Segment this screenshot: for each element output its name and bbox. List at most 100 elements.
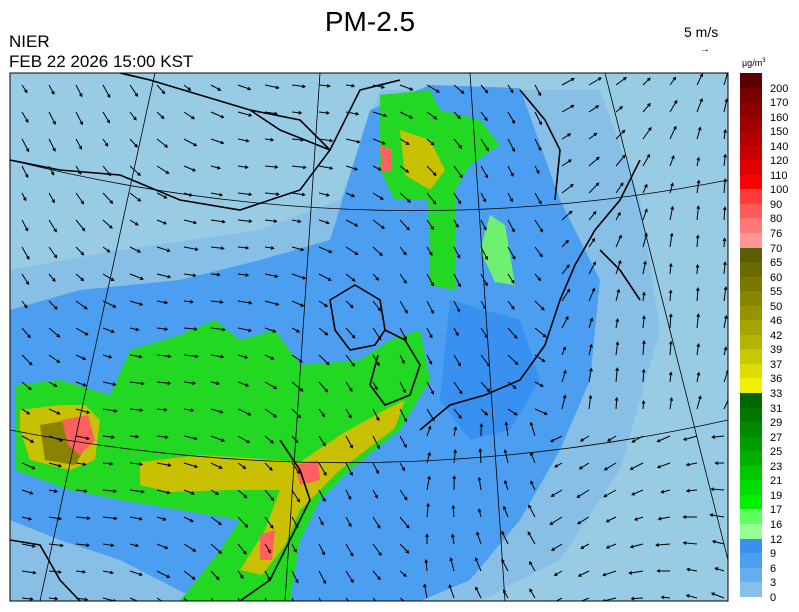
wind-arrow-icon	[479, 423, 484, 437]
wind-arrow-icon	[561, 369, 567, 383]
wind-arrow-icon	[507, 138, 516, 153]
wind-arrow-icon	[291, 489, 301, 503]
wind-arrow-icon	[291, 273, 307, 280]
wind-arrow-icon	[48, 381, 58, 387]
legend-swatch: 25	[740, 436, 782, 458]
wind-arrow-icon	[291, 219, 302, 224]
wind-arrow-icon	[129, 219, 139, 226]
wind-arrow-icon	[501, 558, 509, 572]
wind-arrow-icon	[615, 318, 620, 329]
wind-arrow-icon	[722, 206, 727, 221]
wind-arrow-icon	[399, 327, 407, 341]
wind-arrow-icon	[156, 84, 166, 95]
legend-swatch: 120	[740, 145, 788, 167]
wind-arrow-icon	[507, 192, 513, 203]
wind-arrow-icon	[603, 462, 617, 471]
wind-arrow-icon	[183, 381, 197, 386]
wind-arrow-icon	[237, 489, 248, 499]
wind-arrow-icon	[631, 489, 644, 496]
wind-arrow-icon	[102, 543, 115, 548]
wind-arrow-icon	[399, 516, 410, 529]
wind-arrow-icon	[561, 346, 567, 356]
wind-arrow-icon	[129, 192, 142, 202]
wind-arrow-icon	[668, 262, 673, 275]
wind-arrow-icon	[129, 327, 140, 332]
wind-arrow-icon	[453, 138, 463, 149]
wind-arrow-icon	[183, 111, 195, 120]
wind-arrow-icon	[318, 165, 334, 170]
wind-arrow-icon	[695, 287, 700, 302]
wind-arrow-icon	[641, 368, 646, 383]
wind-arrow-icon	[641, 399, 646, 410]
wind-arrow-icon	[237, 462, 247, 469]
concentration-red-area	[295, 460, 320, 485]
wind-arrow-icon	[318, 381, 329, 393]
wind-arrow-icon	[48, 273, 56, 282]
wind-arrow-icon	[345, 381, 353, 392]
legend-label: 150	[770, 126, 789, 139]
wind-arrow-icon	[264, 192, 280, 197]
wind-arrow-icon	[426, 327, 433, 339]
wind-arrow-icon	[657, 516, 671, 521]
wind-arrow-icon	[615, 77, 627, 86]
wind-arrow-icon	[660, 489, 671, 494]
wind-arrow-icon	[686, 567, 698, 572]
wind-arrow-icon	[588, 156, 600, 167]
wind-arrow-icon	[21, 408, 31, 415]
wind-arrow-icon	[723, 178, 727, 194]
wind-arrow-icon	[507, 165, 514, 177]
wind-arrow-icon	[588, 77, 602, 86]
wind-arrow-icon	[210, 111, 225, 119]
wind-arrow-icon	[318, 138, 334, 143]
wind-arrow-icon	[129, 489, 145, 494]
legend-label: 16	[770, 518, 783, 531]
legend-swatch: 0	[740, 582, 776, 604]
wind-arrow-icon	[264, 354, 275, 360]
wind-arrow-icon	[453, 449, 458, 464]
wind-arrow-icon	[21, 327, 31, 339]
wind-arrow-icon	[102, 354, 113, 359]
wind-arrow-icon	[237, 327, 253, 333]
wind-arrow-icon	[318, 408, 326, 418]
wind-arrow-icon	[237, 570, 244, 579]
wind-arrow-icon	[696, 179, 701, 194]
legend-swatch: 37	[740, 349, 782, 371]
wind-arrow-icon	[399, 300, 408, 314]
wind-arrow-icon	[264, 570, 271, 582]
wind-arrow-icon	[291, 354, 303, 363]
wind-arrow-icon	[264, 300, 280, 306]
legend-label: 55	[770, 286, 783, 299]
wind-arrow-icon	[264, 327, 277, 333]
wind-arrow-icon	[615, 106, 624, 113]
wind-arrow-icon	[630, 596, 644, 601]
wind-arrow-icon	[156, 192, 168, 199]
wind-arrow-icon	[318, 110, 330, 115]
legend-swatch: 23	[740, 451, 782, 473]
wind-arrow-icon	[561, 159, 572, 167]
wind-arrow-icon	[628, 570, 644, 575]
chart-title: PM-2.5	[324, 6, 416, 37]
wind-arrow-icon	[561, 133, 572, 140]
wind-arrow-icon	[372, 570, 381, 581]
legend-swatch: 31	[740, 393, 782, 415]
wind-arrow-icon	[129, 300, 144, 306]
wind-arrow-icon	[291, 462, 301, 475]
wind-arrow-icon	[210, 516, 222, 526]
wind-arrow-icon	[156, 407, 168, 412]
wind-arrow-icon	[549, 516, 563, 525]
wind-arrow-icon	[372, 111, 388, 118]
wind-arrow-icon	[507, 246, 516, 260]
wind-arrow-icon	[477, 476, 482, 491]
legend-label: 17	[770, 504, 783, 517]
wind-arrow-icon	[372, 84, 386, 89]
wind-arrow-icon	[345, 489, 352, 500]
wind-arrow-icon	[561, 104, 575, 113]
wind-arrow-icon	[576, 516, 590, 525]
wind-arrow-icon	[183, 246, 199, 251]
concentration-red-area	[62, 415, 95, 455]
wind-arrow-icon	[642, 77, 651, 86]
wind-arrow-icon	[102, 273, 115, 282]
wind-arrow-icon	[291, 543, 297, 553]
agency-label: NIER	[9, 32, 50, 51]
wind-arrow-icon	[345, 327, 356, 339]
